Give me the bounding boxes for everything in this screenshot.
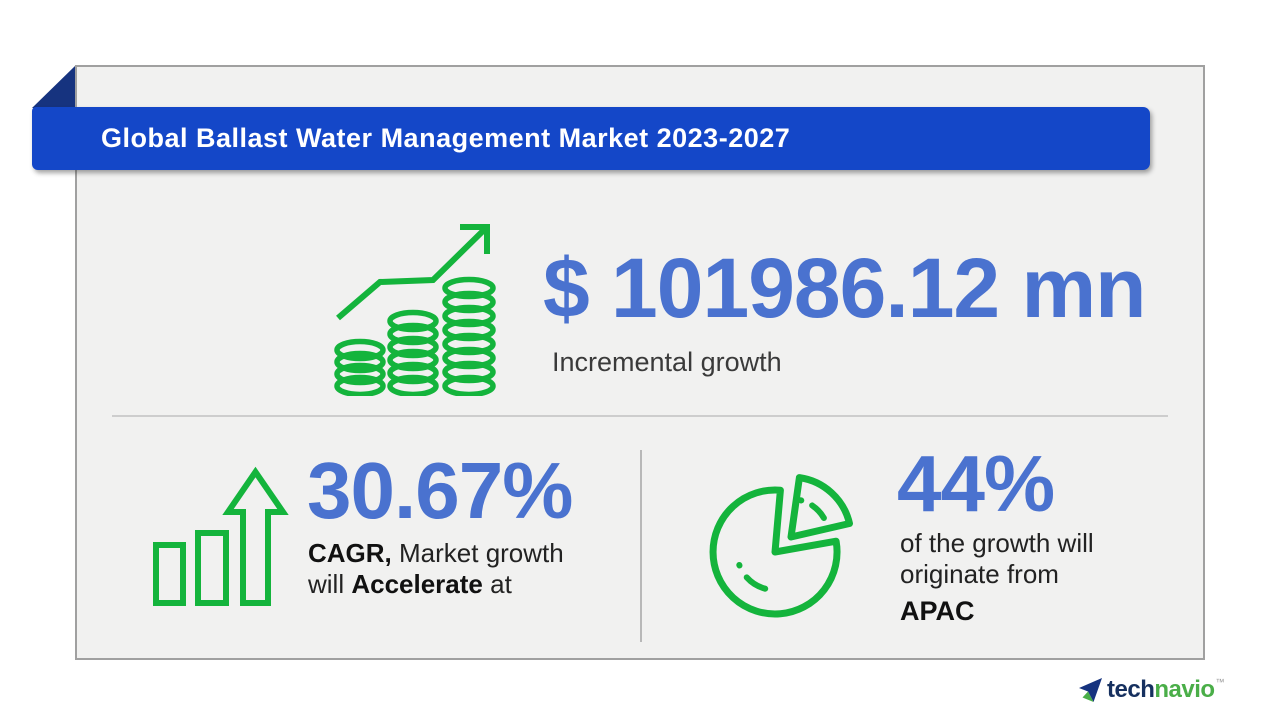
coin-stack-medium (387, 309, 439, 396)
apac-region-name: APAC (900, 596, 975, 626)
cagr-label: CAGR, Market growth will Accelerate at (308, 538, 564, 600)
coins-growth-arrow-icon (334, 224, 496, 396)
apac-share-label: of the growth will originate from APAC (900, 528, 1094, 627)
vertical-divider (640, 450, 642, 642)
up-arrow-outline (222, 466, 289, 606)
incremental-growth-value: $ 101986.12 mn (543, 241, 1146, 335)
technavio-paper-plane-icon (1079, 678, 1102, 702)
pie-body (709, 486, 841, 618)
coin-stack-large (442, 276, 496, 396)
cagr-label-line1: CAGR, Market growth (308, 538, 564, 568)
incremental-growth-label: Incremental growth (552, 347, 782, 377)
bar-chart-up-arrow-icon (153, 466, 289, 606)
apac-label-line2: originate from (900, 559, 1059, 589)
apac-share-value: 44% (897, 439, 1055, 528)
cagr-label-line2: will Accelerate at (308, 569, 512, 599)
wedge-inner-dash (797, 497, 827, 521)
ribbon-fold-corner (32, 66, 75, 108)
bar-tall (195, 530, 229, 606)
trademark-symbol: ™ (1215, 677, 1225, 687)
pie-wedge (787, 474, 853, 541)
pie-inner-dash (736, 562, 769, 592)
technavio-wordmark: technavio (1107, 676, 1215, 703)
horizontal-divider (112, 415, 1168, 417)
pie-chart-exploded-icon (709, 474, 853, 618)
coin-stack-small (334, 338, 386, 396)
apac-label-line1: of the growth will (900, 528, 1094, 558)
bar-short (153, 542, 186, 606)
page-title: Global Ballast Water Management Market 2… (101, 123, 791, 153)
technavio-logo: technavio ™ (1078, 676, 1225, 704)
cagr-value: 30.67% (307, 446, 573, 535)
title-ribbon: Global Ballast Water Management Market 2… (32, 107, 1150, 170)
